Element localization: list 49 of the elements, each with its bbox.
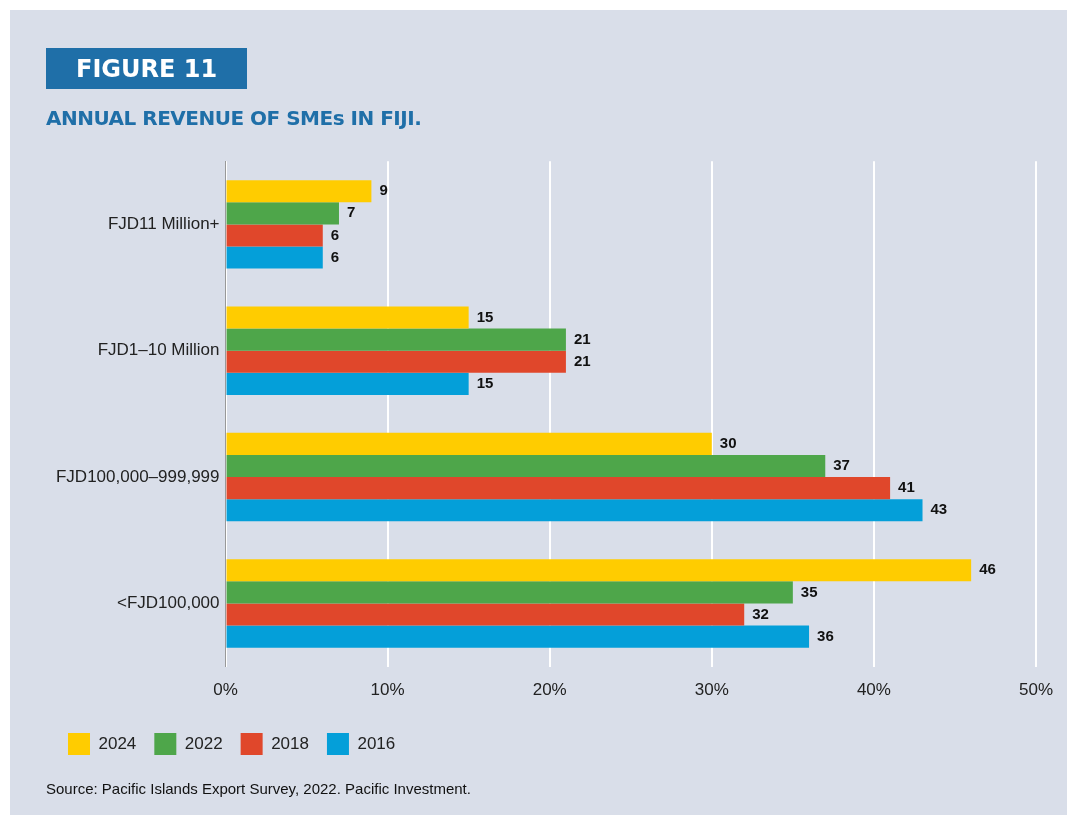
legend-label: 2016 (357, 733, 396, 753)
y-tick-label: FJD11 Million+ (107, 214, 220, 234)
bar (226, 625, 810, 648)
data-label: 35 (800, 582, 818, 600)
chart-subtitle: ANNUAL REVENUE OF SMEs IN FIJI. (46, 106, 422, 130)
data-label: 7 (346, 203, 356, 221)
bar (226, 350, 566, 373)
legend-label: 2018 (271, 733, 309, 753)
bar (226, 202, 339, 225)
bar (226, 499, 923, 522)
bar (226, 180, 372, 203)
data-label: 41 (898, 478, 915, 496)
bar (226, 306, 469, 329)
bar (226, 224, 323, 247)
x-tick-label: 50% (1018, 680, 1053, 700)
data-label: 46 (979, 560, 996, 578)
source-note: Source: Pacific Islands Export Survey, 2022. Pacific Investment. (46, 780, 471, 797)
x-tick-label: 30% (694, 680, 729, 700)
data-label: 6 (330, 225, 340, 243)
chart-title: FIGURE 11 (46, 48, 248, 89)
bar (226, 432, 712, 455)
y-tick-label: FJD100,000–999,999 (55, 466, 220, 486)
legend-label: 2022 (184, 733, 223, 753)
bar (226, 477, 891, 500)
data-label: 21 (573, 351, 591, 369)
bar (226, 581, 793, 604)
data-label: 30 (719, 434, 737, 452)
data-label: 21 (573, 329, 591, 347)
data-label: 15 (476, 374, 494, 392)
data-label: 9 (379, 181, 388, 199)
bar (226, 454, 826, 478)
bar (226, 603, 745, 626)
bar (226, 246, 323, 269)
x-tick-label: 10% (370, 680, 405, 700)
data-label: 6 (330, 247, 340, 265)
y-tick-label: FJD1–10 Million (97, 340, 220, 360)
data-label: 15 (476, 307, 494, 325)
data-label: 36 (817, 626, 834, 644)
legend-label: 2024 (98, 733, 137, 753)
data-label: 43 (930, 500, 948, 518)
y-tick-label: <FJD100,000 (116, 593, 220, 613)
bar (226, 559, 972, 582)
x-tick-label: 40% (856, 680, 891, 700)
x-tick-label: 20% (532, 680, 567, 700)
data-label: 37 (833, 456, 850, 474)
bar (226, 372, 469, 395)
data-label: 32 (752, 604, 769, 622)
x-tick-label: 0% (213, 680, 238, 700)
bar (226, 328, 566, 351)
